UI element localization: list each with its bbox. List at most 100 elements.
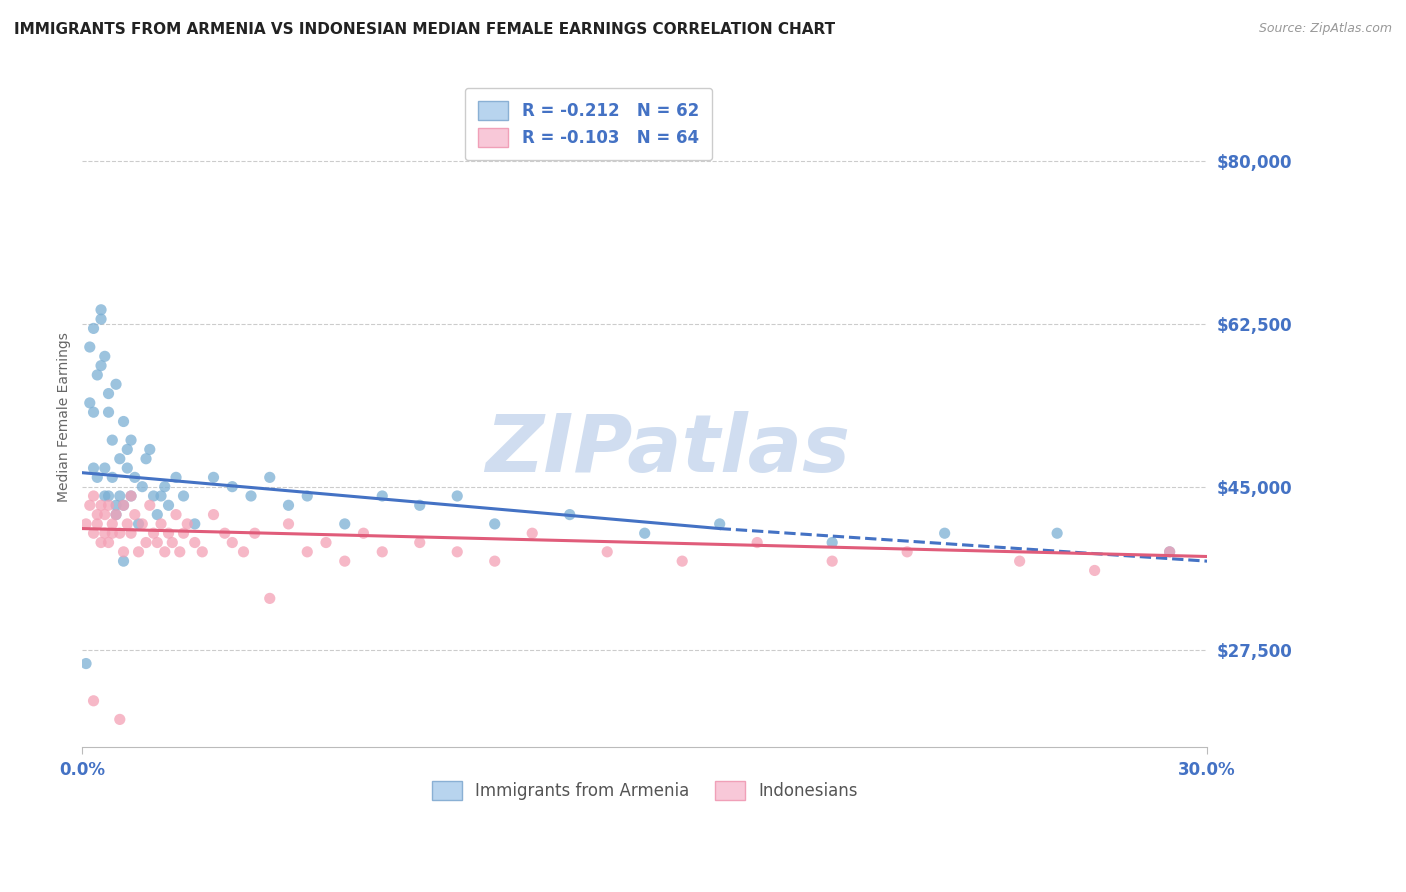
Point xyxy=(896,545,918,559)
Point xyxy=(139,442,162,457)
Point xyxy=(173,489,195,503)
Point xyxy=(446,489,468,503)
Point xyxy=(120,489,142,503)
Point xyxy=(97,535,120,549)
Point xyxy=(83,694,105,708)
Point xyxy=(165,508,187,522)
Y-axis label: Median Female Earnings: Median Female Earnings xyxy=(58,332,72,502)
Point xyxy=(90,312,112,326)
Point xyxy=(277,516,299,531)
Point xyxy=(79,498,101,512)
Point xyxy=(83,489,105,503)
Point xyxy=(128,516,150,531)
Point xyxy=(112,554,135,568)
Point xyxy=(86,516,108,531)
Point xyxy=(79,340,101,354)
Point xyxy=(162,535,184,549)
Point xyxy=(120,526,142,541)
Point xyxy=(135,451,157,466)
Point xyxy=(221,535,243,549)
Point xyxy=(333,554,356,568)
Point xyxy=(83,526,105,541)
Point xyxy=(184,535,207,549)
Point xyxy=(90,535,112,549)
Point xyxy=(112,415,135,429)
Point xyxy=(97,489,120,503)
Point xyxy=(202,508,225,522)
Point xyxy=(90,302,112,317)
Point xyxy=(1159,545,1181,559)
Point xyxy=(139,498,162,512)
Point xyxy=(371,545,394,559)
Point xyxy=(150,489,173,503)
Point xyxy=(634,526,657,541)
Point xyxy=(94,489,117,503)
Point xyxy=(108,713,131,727)
Point xyxy=(153,545,176,559)
Point xyxy=(120,433,142,447)
Point xyxy=(232,545,254,559)
Point xyxy=(117,516,139,531)
Point xyxy=(86,508,108,522)
Point xyxy=(86,470,108,484)
Text: Source: ZipAtlas.com: Source: ZipAtlas.com xyxy=(1258,22,1392,36)
Point xyxy=(83,461,105,475)
Point xyxy=(240,489,263,503)
Point xyxy=(108,489,131,503)
Point xyxy=(184,516,207,531)
Point xyxy=(259,470,281,484)
Point xyxy=(142,489,165,503)
Point xyxy=(173,526,195,541)
Point xyxy=(124,470,146,484)
Point xyxy=(297,489,319,503)
Point xyxy=(315,535,337,549)
Point xyxy=(671,554,693,568)
Point xyxy=(333,516,356,531)
Point xyxy=(558,508,581,522)
Point xyxy=(371,489,394,503)
Point xyxy=(105,377,128,392)
Point xyxy=(165,470,187,484)
Point xyxy=(277,498,299,512)
Point xyxy=(90,359,112,373)
Point xyxy=(934,526,956,541)
Point xyxy=(409,498,432,512)
Point xyxy=(120,489,142,503)
Point xyxy=(117,442,139,457)
Point xyxy=(112,498,135,512)
Point xyxy=(243,526,266,541)
Point xyxy=(94,526,117,541)
Point xyxy=(596,545,619,559)
Point xyxy=(97,405,120,419)
Point xyxy=(101,516,124,531)
Point xyxy=(135,535,157,549)
Point xyxy=(94,508,117,522)
Point xyxy=(94,461,117,475)
Point xyxy=(150,516,173,531)
Point xyxy=(484,554,506,568)
Point xyxy=(131,480,153,494)
Text: ZIPatlas: ZIPatlas xyxy=(485,411,849,489)
Point xyxy=(94,349,117,363)
Point xyxy=(105,508,128,522)
Point xyxy=(202,470,225,484)
Point xyxy=(75,516,97,531)
Point xyxy=(105,508,128,522)
Point xyxy=(176,516,198,531)
Point xyxy=(142,526,165,541)
Text: IMMIGRANTS FROM ARMENIA VS INDONESIAN MEDIAN FEMALE EARNINGS CORRELATION CHART: IMMIGRANTS FROM ARMENIA VS INDONESIAN ME… xyxy=(14,22,835,37)
Point xyxy=(157,526,180,541)
Point xyxy=(1046,526,1069,541)
Point xyxy=(101,470,124,484)
Point xyxy=(108,526,131,541)
Point xyxy=(1084,564,1107,578)
Point xyxy=(747,535,769,549)
Point xyxy=(97,386,120,401)
Point xyxy=(153,480,176,494)
Point xyxy=(79,396,101,410)
Point xyxy=(112,498,135,512)
Point xyxy=(131,516,153,531)
Point xyxy=(214,526,236,541)
Point xyxy=(353,526,375,541)
Point xyxy=(101,526,124,541)
